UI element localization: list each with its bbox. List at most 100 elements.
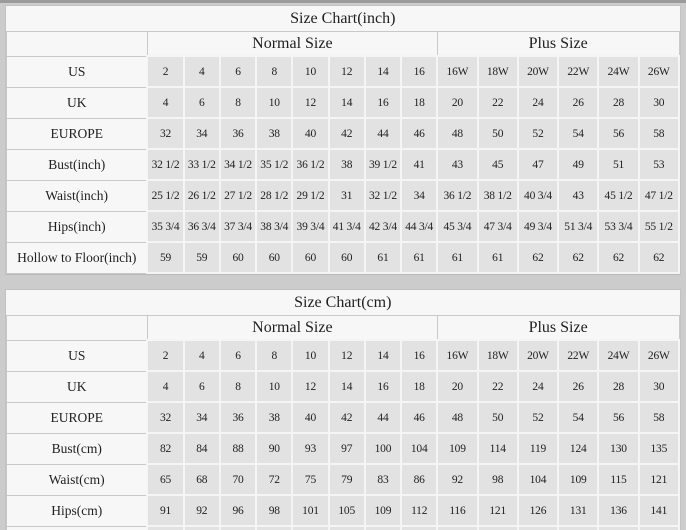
size-row-bust-inch: Bust(inch) 32 1/2 33 1/2 34 1/2 35 1/2 36 1/2…	[6, 148, 681, 181]
size-value-cell: 34	[182, 401, 221, 434]
size-value-cell: 45 3/4	[436, 210, 479, 243]
row-label-hollow-to-floor-inch: Hollow to Floor(inch)	[6, 241, 148, 274]
size-value-cell: 36 1/2	[436, 179, 479, 212]
size-value-cell: 38	[255, 401, 294, 434]
size-value-cell: 2	[146, 339, 185, 372]
size-value-cell: 56	[597, 117, 640, 150]
size-value-cell: 2	[146, 55, 185, 88]
size-value-cell: 16	[363, 370, 403, 403]
size-value-cell: 42 3/4	[363, 210, 403, 243]
size-value-cell: 46	[400, 401, 439, 434]
size-value-cell: 115	[597, 463, 640, 496]
size-value-cell: 61	[436, 241, 479, 274]
size-value-cell: 141	[146, 525, 185, 530]
size-value-cell: 24W	[597, 339, 640, 372]
size-value-cell: 47	[516, 148, 560, 181]
size-value-cell: 8	[218, 86, 258, 119]
size-value-cell: 75	[291, 463, 330, 496]
size-value-cell: 39 3/4	[291, 210, 330, 243]
size-value-cell: 14	[363, 339, 403, 372]
size-row-hollow-to-floor-cm: Hollow to Floor(cm)141147150150152152155…	[6, 525, 681, 530]
size-row-uk: UK 4 6 8 10 12 14 16 18 20 22 24 26 28 30	[6, 86, 681, 119]
size-value-cell: 114	[476, 432, 519, 465]
row-label-hips-inch: Hips(inch)	[6, 210, 148, 243]
size-chart-inch-table: Size Chart(inch) Normal Size Plus Size US 2 4…	[6, 6, 681, 274]
size-value-cell: 16	[400, 55, 439, 88]
size-value-cell: 34	[182, 117, 221, 150]
size-value-cell: 22W	[557, 339, 600, 372]
size-value-cell: 28	[597, 86, 640, 119]
size-value-cell: 28 1/2	[255, 179, 294, 212]
size-value-cell: 26W	[637, 339, 681, 372]
size-row-waist-inch: Waist(inch) 25 1/2 26 1/2 27 1/2 28 1/2 29 1/…	[6, 179, 681, 212]
size-value-cell: 36	[218, 401, 258, 434]
size-value-cell: 147	[182, 525, 221, 530]
size-value-cell: 61	[476, 241, 519, 274]
size-value-cell: 8	[255, 55, 294, 88]
size-row-us: US 2 4 6 8 10 12 14 16 16W 18W 20W 22W 24W 26W	[6, 55, 681, 88]
size-value-cell: 4	[182, 55, 221, 88]
size-value-cell: 47 1/2	[637, 179, 681, 212]
size-value-cell: 141	[637, 494, 681, 527]
chart-title-row: Size Chart(inch)	[6, 6, 679, 32]
row-label-bust-cm: Bust(cm)	[6, 432, 148, 465]
size-value-cell: 105	[327, 494, 366, 527]
size-row-bust-cm: Bust(cm) 82 84 88 90 93 97 100 104 109 114 119 124 13…	[6, 432, 681, 465]
row-label-us: US	[6, 339, 148, 372]
size-value-cell: 34 1/2	[218, 148, 258, 181]
size-value-cell: 28	[597, 370, 640, 403]
size-value-cell: 97	[327, 432, 366, 465]
size-value-cell: 49	[557, 148, 600, 181]
size-value-cell: 40	[291, 117, 330, 150]
row-label-europe: EUROPE	[6, 117, 148, 150]
size-value-cell: 32	[146, 401, 185, 434]
size-value-cell: 86	[400, 463, 439, 496]
group-header-normal-size: Normal Size	[146, 315, 438, 341]
size-value-cell: 12	[327, 55, 366, 88]
size-row-waist-cm: Waist(cm) 65 68 70 72 75 79 83 86 92 98 104 109 115 12…	[6, 463, 681, 496]
size-value-cell: 58	[637, 401, 681, 434]
size-value-cell: 60	[255, 241, 294, 274]
size-value-cell: 98	[255, 494, 294, 527]
size-value-cell: 61	[363, 241, 403, 274]
size-value-cell: 51	[597, 148, 640, 181]
size-row-us: US 2 4 6 8 10 12 14 16 16W 18W 20W 22W 24W 26W	[6, 339, 681, 372]
size-value-cell: 83	[363, 463, 403, 496]
size-value-cell: 59	[146, 241, 185, 274]
size-value-cell: 38 3/4	[255, 210, 294, 243]
size-value-cell: 88	[218, 432, 258, 465]
size-value-cell: 30	[637, 86, 681, 119]
size-value-cell: 116	[436, 494, 479, 527]
size-value-cell: 10	[291, 339, 330, 372]
corner-cell	[6, 31, 148, 57]
size-value-cell: 4	[146, 370, 185, 403]
size-value-cell: 10	[255, 86, 294, 119]
size-value-cell: 22	[476, 370, 519, 403]
size-chart-cm-panel: Size Chart(cm) Normal Size Plus Size US 2 4 6 8…	[5, 289, 681, 530]
row-label-uk: UK	[6, 86, 148, 119]
size-value-cell: 44	[363, 117, 403, 150]
size-value-cell: 46	[400, 117, 439, 150]
size-value-cell: 10	[255, 370, 294, 403]
size-value-cell: 6	[218, 55, 258, 88]
group-header-row: Normal Size Plus Size	[6, 31, 680, 57]
size-value-cell: 136	[597, 494, 640, 527]
size-value-cell: 20W	[516, 339, 560, 372]
size-value-cell: 37 3/4	[218, 210, 258, 243]
size-value-cell: 24W	[597, 55, 640, 88]
size-value-cell: 91	[146, 494, 185, 527]
chart-title-row: Size Chart(cm)	[6, 290, 679, 316]
size-value-cell: 50	[476, 401, 519, 434]
size-chart-inch-panel: Size Chart(inch) Normal Size Plus Size US 2 4…	[5, 5, 681, 275]
size-value-cell: 96	[218, 494, 258, 527]
size-value-cell: 72	[255, 463, 294, 496]
size-value-cell: 65	[146, 463, 185, 496]
size-value-cell: 6	[218, 339, 258, 372]
row-label-hollow-to-floor-cm: Hollow to Floor(cm)	[6, 525, 148, 530]
size-value-cell: 18	[400, 370, 439, 403]
size-value-cell: 45 1/2	[597, 179, 640, 212]
size-value-cell: 121	[476, 494, 519, 527]
size-value-cell: 25 1/2	[146, 179, 185, 212]
size-value-cell: 36 1/2	[291, 148, 330, 181]
size-value-cell: 4	[182, 339, 221, 372]
